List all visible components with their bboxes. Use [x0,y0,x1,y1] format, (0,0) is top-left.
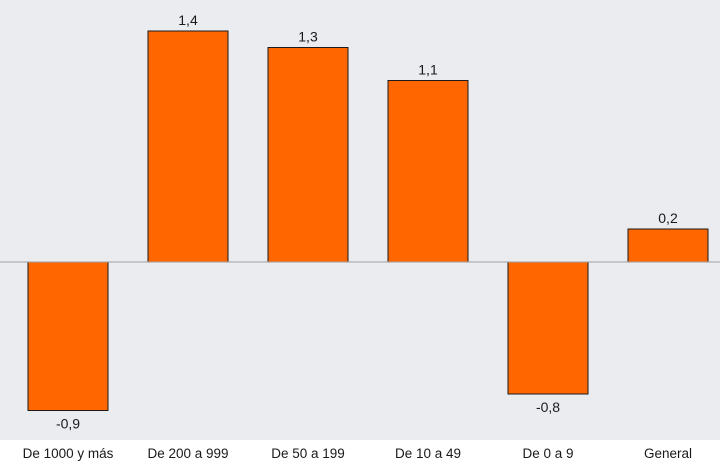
bar [147,30,229,263]
bar-value-label: -0,9 [56,416,80,432]
category-tick-label: De 50 a 199 [271,446,345,461]
bar [507,261,589,395]
bars-group [27,30,709,411]
category-tick-label: De 0 a 9 [522,446,573,461]
bar [627,228,709,263]
bar-value-label: 0,2 [658,210,678,226]
category-tick-label: De 200 a 999 [147,446,228,461]
category-labels-group: De 1000 y más De 200 a 999 De 50 a 199 De 1… [23,446,692,461]
bar-value-label: -0,8 [536,399,560,415]
bar [267,47,349,263]
category-tick-label: General [644,446,692,461]
bar [387,80,469,263]
bar-value-label: 1,1 [418,62,438,78]
value-labels-group: -0,9 1,4 1,3 1,1 -0,8 0,2 [56,12,678,432]
bar-value-label: 1,4 [178,12,198,28]
plot-background [0,0,720,440]
bar [27,261,109,411]
category-tick-label: De 10 a 49 [395,446,461,461]
category-tick-label: De 1000 y más [23,446,114,461]
bar-value-label: 1,3 [298,29,318,45]
